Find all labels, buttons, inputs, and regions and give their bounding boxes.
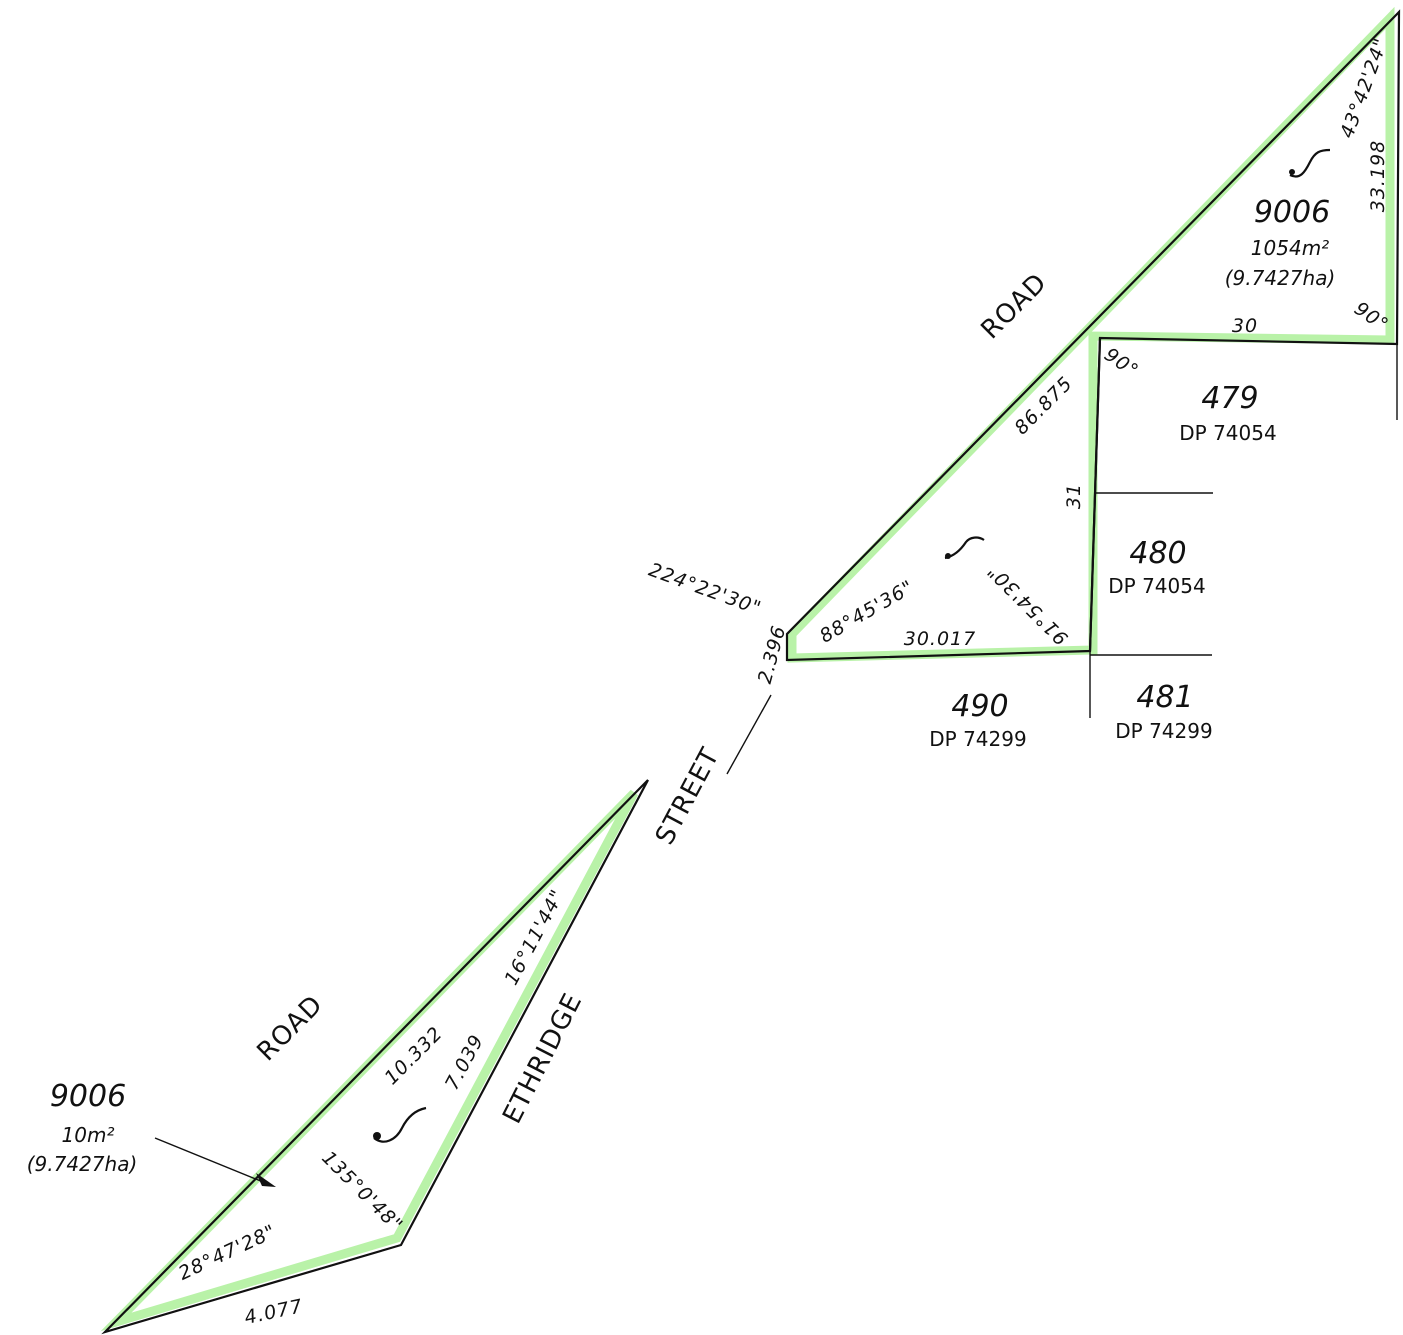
lot-pointer-arrow: [154, 1137, 276, 1187]
lot-480-dp: DP 74054: [1108, 574, 1205, 598]
street-line: [726, 694, 772, 775]
road-label-upper: ROAD: [975, 267, 1053, 345]
dim-lower-bottom: 4.077: [242, 1295, 305, 1329]
easement-symbol-mid: [944, 536, 985, 560]
lot-9006-upper-area: 1054m²: [1251, 236, 1329, 260]
lot-479-dp: DP 74054: [1179, 421, 1276, 445]
upper-highlight: [787, 6, 1395, 663]
dim-bottom-mid: 30.017: [904, 628, 976, 650]
dim-lower-angle-mid: 135°0'48": [317, 1147, 407, 1237]
dim-angle-right-mid: 91°54'30": [983, 559, 1073, 649]
dim-short-side: 31: [1063, 483, 1085, 509]
road-label-lower: ROAD: [251, 989, 329, 1067]
lot-479-number: 479: [1201, 381, 1258, 416]
ethridge-label: ETHRIDGE: [497, 988, 588, 1128]
street-label: STREET: [650, 743, 726, 850]
lot-480-number: 480: [1129, 536, 1186, 571]
lot-9006-lower-number: 9006: [50, 1079, 126, 1114]
adjoining-lot-lines: [726, 344, 1398, 775]
easement-symbol-upper: [1289, 148, 1331, 178]
lot-9006-upper-area-ha: (9.7427ha): [1225, 266, 1336, 290]
lot-481-dp: DP 74299: [1115, 719, 1212, 743]
lot-490-number: 490: [951, 689, 1008, 724]
lot-9006-upper-number: 9006: [1254, 195, 1330, 230]
upper-parcel: [785, 6, 1401, 663]
dim-top-bottom: 30: [1232, 315, 1258, 337]
dim-bearing: 224°22'30": [646, 559, 764, 620]
dim-lower-hyp: 10.332: [380, 1022, 447, 1089]
dim-street-len: 2.396: [754, 623, 791, 686]
lower-parcel: [100, 779, 649, 1335]
upper-inner-line: [1088, 337, 1102, 652]
lot-9006-lower-area: 10m²: [62, 1123, 115, 1147]
dim-corner-angle: 90°: [1100, 344, 1143, 383]
easement-symbol-lower: [373, 1106, 427, 1143]
dim-angle-left-mid: 88°45'36": [816, 576, 918, 648]
lot-9006-lower-area-ha: (9.7427ha): [27, 1152, 138, 1176]
dim-hypotenuse: 86.875: [1010, 372, 1077, 439]
lower-boundary: [101, 779, 649, 1335]
dim-right-side: 33.198: [1367, 140, 1389, 212]
lot-490-dp: DP 74299: [929, 727, 1026, 751]
lot-481-number: 481: [1136, 680, 1193, 715]
